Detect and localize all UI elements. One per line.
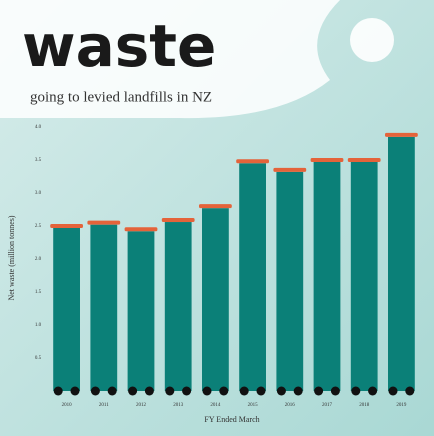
bin-wheel: [144, 386, 154, 396]
bin-wheel: [256, 386, 266, 396]
bin-wheel: [53, 386, 63, 396]
bin-wheel: [368, 386, 378, 396]
y-tick-label: 0.5: [35, 356, 42, 361]
x-tick-label: 2018: [359, 403, 370, 408]
bar: [239, 163, 266, 391]
bin-lid: [385, 132, 418, 137]
x-tick-label: 2016: [285, 403, 296, 408]
bin-wheel: [128, 386, 138, 396]
white-dot: [350, 18, 394, 62]
bin-wheel: [107, 386, 117, 396]
bin-wheel: [388, 386, 398, 396]
bar: [53, 227, 80, 391]
chart-title: waste: [22, 12, 216, 80]
y-tick-label: 3.0: [35, 191, 42, 196]
x-tick-label: 2012: [136, 403, 147, 408]
white-blob: [0, 0, 340, 119]
y-tick-label: 1.0: [35, 323, 42, 328]
bin-wheel: [330, 386, 340, 396]
bin-lid: [310, 157, 344, 162]
y-axis-label: Net waste (million tonnes): [7, 215, 16, 300]
bar: [127, 231, 155, 391]
bin-wheel: [314, 386, 324, 396]
bar: [202, 208, 229, 391]
bin-wheel: [293, 386, 303, 396]
bin-lid: [347, 157, 381, 162]
bin-wheel: [405, 386, 415, 396]
bin-wheel: [182, 386, 192, 396]
y-tick-label: 2.0: [35, 257, 42, 262]
bin-wheel: [202, 386, 212, 396]
bin-wheel: [239, 386, 249, 396]
x-tick-label: 2014: [210, 403, 221, 408]
y-tick-label: 1.5: [35, 290, 42, 295]
bar: [276, 171, 304, 391]
bin-lid: [199, 204, 232, 209]
bar: [90, 224, 118, 391]
y-tick-label: 2.5: [35, 224, 42, 229]
x-tick-label: 2013: [173, 403, 184, 408]
bin-wheel: [219, 386, 229, 396]
x-tick-label: 2015: [248, 403, 259, 408]
x-axis-label: FY Ended March: [204, 415, 259, 424]
y-tick-label: 3.5: [35, 158, 42, 163]
bin-lid: [124, 227, 158, 232]
bin-wheel: [351, 386, 361, 396]
bar: [313, 161, 341, 391]
y-tick-label: 4.0: [35, 125, 42, 130]
bin-lid: [87, 220, 121, 225]
x-tick-label: 2010: [62, 403, 73, 408]
bin-wheel: [90, 386, 100, 396]
x-tick-label: 2017: [322, 403, 333, 408]
bar: [388, 136, 415, 391]
bin-wheel: [70, 386, 80, 396]
bin-wheel: [165, 386, 175, 396]
bar: [350, 161, 378, 391]
bin-lid: [273, 167, 307, 172]
bin-lid: [50, 223, 83, 228]
x-tick-label: 2011: [99, 403, 109, 408]
bin-lid: [236, 159, 269, 164]
bin-wheel: [276, 386, 286, 396]
bin-lid: [161, 218, 195, 223]
chart-subtitle: going to levied landfills in NZ: [30, 89, 212, 105]
x-tick-label: 2019: [396, 403, 407, 408]
bar: [164, 222, 192, 391]
